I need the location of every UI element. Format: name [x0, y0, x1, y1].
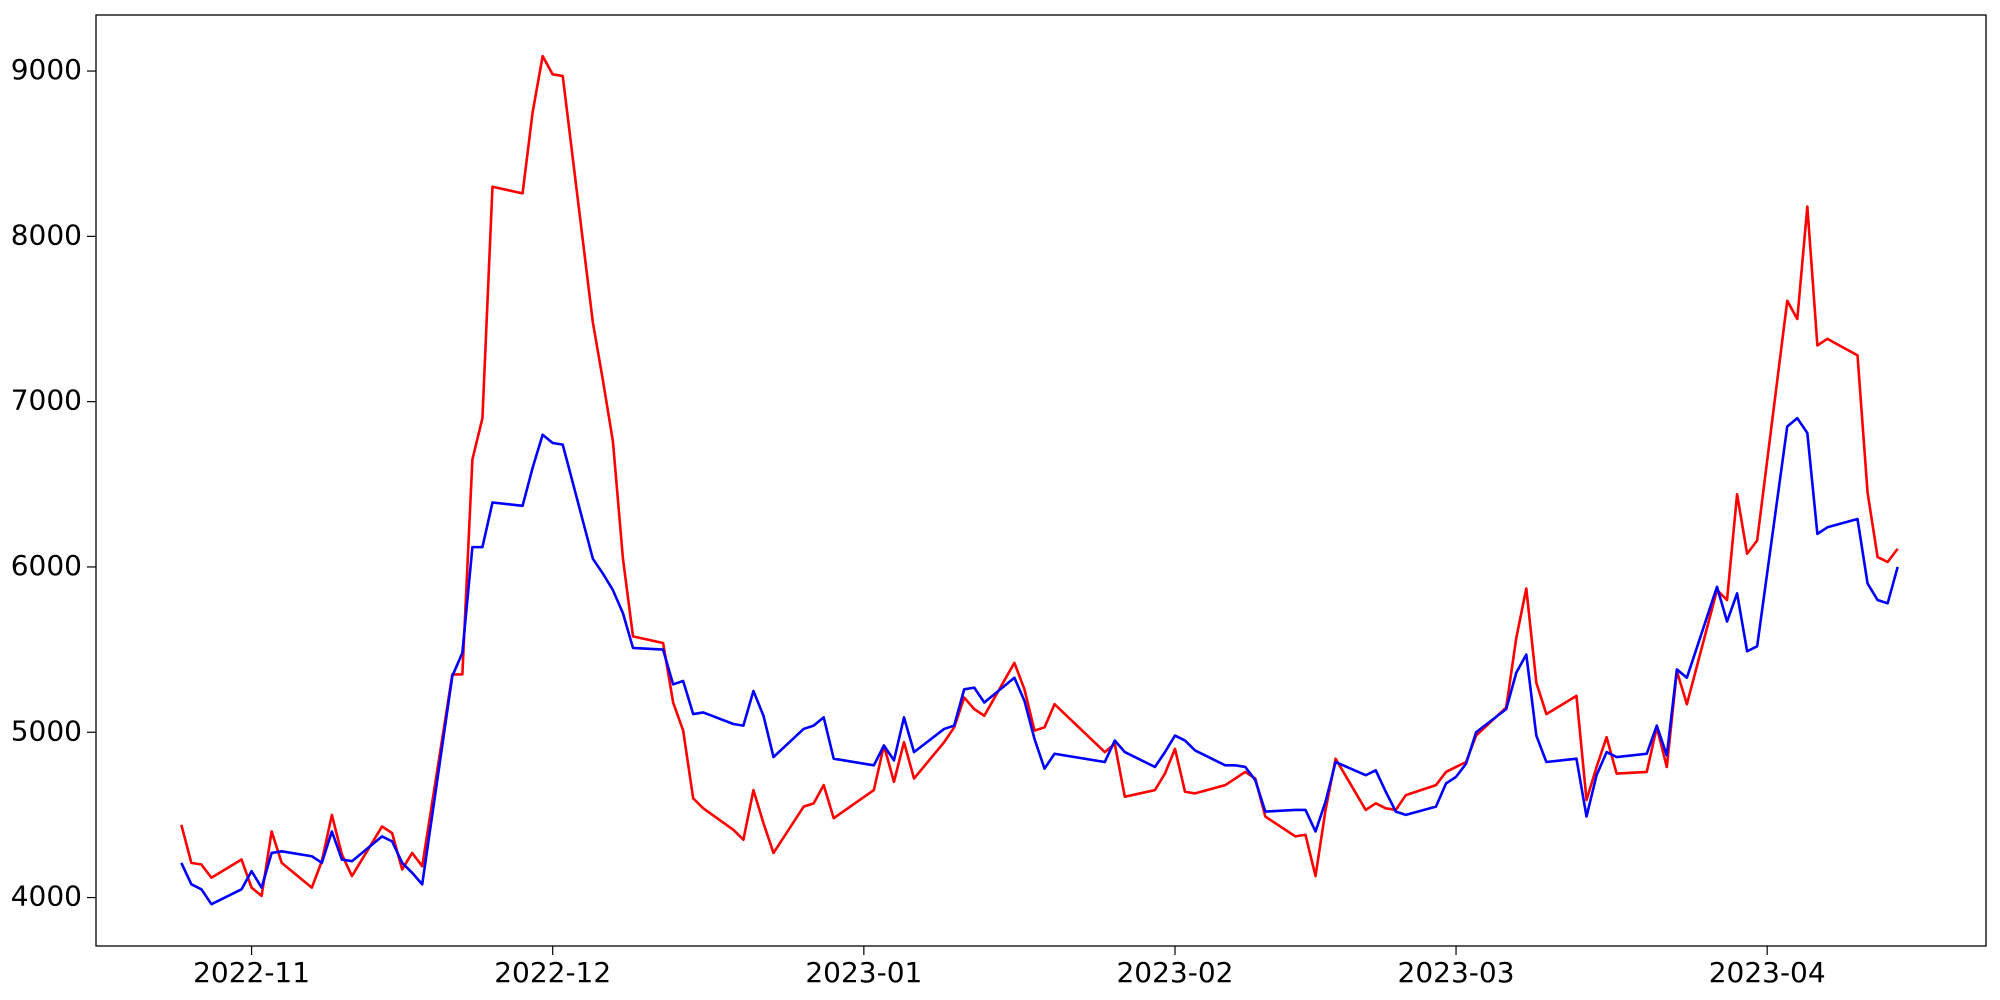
x-tick-label: 2023-03	[1398, 956, 1515, 989]
y-tick-label: 4000	[11, 880, 82, 913]
y-tick-label: 6000	[11, 549, 82, 582]
y-tick-label: 7000	[11, 384, 82, 417]
x-tick-label: 2023-01	[805, 956, 922, 989]
plot-frame	[95, 14, 1987, 947]
x-tick-label: 2023-04	[1709, 956, 1826, 989]
series-line	[180, 416, 1899, 906]
x-tick-label: 2022-12	[494, 956, 611, 989]
y-tick-label: 5000	[11, 714, 82, 747]
series-line	[180, 54, 1899, 898]
x-tick-label: 2023-02	[1116, 956, 1233, 989]
y-tick-label: 8000	[11, 218, 82, 251]
x-tick-label: 2022-11	[193, 956, 310, 989]
y-tick-label: 9000	[11, 53, 82, 86]
